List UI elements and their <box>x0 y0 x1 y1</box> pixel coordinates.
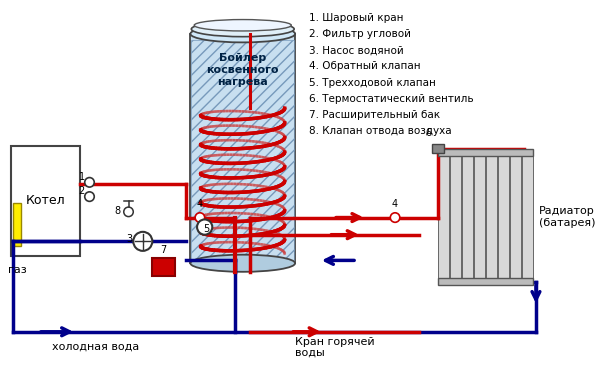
Text: Радиатор
(батарея): Радиатор (батарея) <box>539 206 595 228</box>
Text: 4. Обратный клапан: 4. Обратный клапан <box>310 62 421 72</box>
Ellipse shape <box>190 255 295 272</box>
Circle shape <box>391 213 400 222</box>
Text: 3: 3 <box>127 234 133 244</box>
Text: 7. Расширительный бак: 7. Расширительный бак <box>310 110 440 120</box>
Text: 4: 4 <box>392 199 398 209</box>
Text: 4: 4 <box>197 199 203 209</box>
Text: 5. Трехходовой клапан: 5. Трехходовой клапан <box>310 78 436 88</box>
Ellipse shape <box>194 20 292 31</box>
Ellipse shape <box>190 25 295 42</box>
Text: 2. Фильтр угловой: 2. Фильтр угловой <box>310 29 412 39</box>
Text: 6. Термостатический вентиль: 6. Термостатический вентиль <box>310 94 474 104</box>
Text: 3. Насос водяной: 3. Насос водяной <box>310 45 404 55</box>
Text: холодная вода: холодная вода <box>52 341 140 351</box>
Bar <box>152 259 175 276</box>
Bar <box>462 153 473 281</box>
Bar <box>498 153 509 281</box>
Text: Котел: Котел <box>26 194 65 207</box>
Circle shape <box>197 220 212 235</box>
Text: 1. Шаровый кран: 1. Шаровый кран <box>310 13 404 23</box>
Bar <box>450 153 461 281</box>
Text: 1: 1 <box>79 172 85 182</box>
Bar <box>432 144 443 153</box>
Bar <box>474 153 485 281</box>
Bar <box>11 146 80 256</box>
Text: 2: 2 <box>79 186 85 196</box>
Bar <box>438 279 533 285</box>
Text: 8: 8 <box>115 206 121 216</box>
Text: Бойлер
косвенного
нагрева: Бойлер косвенного нагрева <box>206 53 279 87</box>
Text: 7: 7 <box>161 245 167 255</box>
Circle shape <box>133 232 152 251</box>
Bar <box>438 149 533 156</box>
Circle shape <box>195 213 205 222</box>
Bar <box>13 203 21 246</box>
Bar <box>521 153 533 281</box>
Text: 5: 5 <box>203 224 210 234</box>
Text: газ: газ <box>8 265 26 275</box>
Text: Кран горячей
воды: Кран горячей воды <box>295 336 375 358</box>
Circle shape <box>85 178 94 187</box>
Text: 8. Клапан отвода воздуха: 8. Клапан отвода воздуха <box>310 126 452 136</box>
Bar <box>510 153 521 281</box>
Text: 6: 6 <box>425 128 431 138</box>
Ellipse shape <box>191 22 294 37</box>
Circle shape <box>85 192 94 201</box>
Bar <box>486 153 497 281</box>
Polygon shape <box>190 34 295 263</box>
Bar <box>439 153 449 281</box>
Circle shape <box>124 207 133 217</box>
